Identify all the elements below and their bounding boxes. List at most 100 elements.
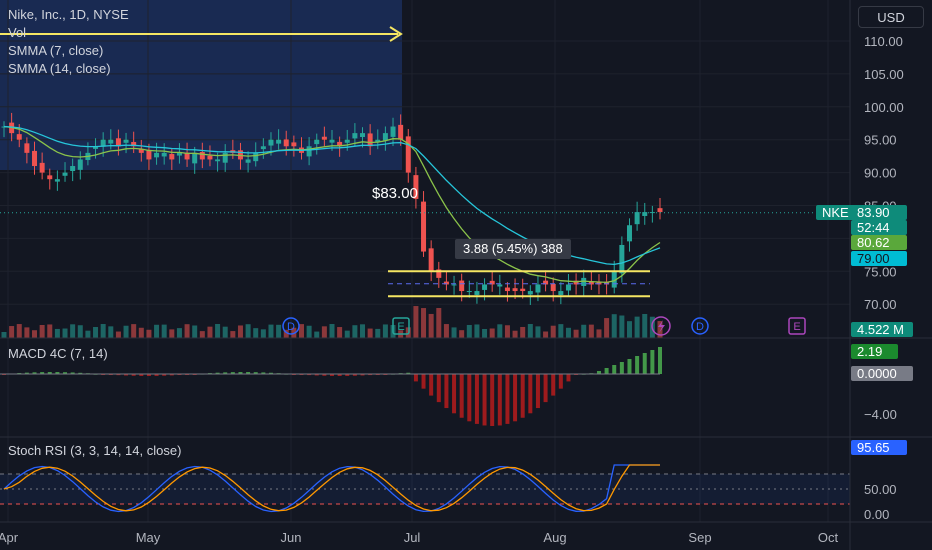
highlight-box xyxy=(0,0,402,170)
volume-bar xyxy=(237,325,243,338)
volume-bar xyxy=(169,329,175,338)
candle-body xyxy=(626,225,632,242)
volume-bar xyxy=(474,324,480,338)
macd-bar xyxy=(635,356,640,374)
candle-body xyxy=(32,150,38,167)
currency-button[interactable]: USD xyxy=(858,6,924,28)
candle-body xyxy=(192,152,198,164)
volume-bar xyxy=(154,324,160,338)
smma7-label[interactable]: SMMA (7, close) xyxy=(8,43,104,58)
volume-bar xyxy=(192,325,198,338)
stoch-d-line xyxy=(3,464,660,512)
stoch-label[interactable]: Stoch RSI (3, 3, 14, 14, close) xyxy=(8,443,182,458)
volume-bar xyxy=(93,327,99,338)
candle-body xyxy=(565,284,571,291)
candle-body xyxy=(520,288,526,292)
price-note: $83.00 xyxy=(372,185,418,202)
macd-bar xyxy=(24,372,29,374)
volume-bar xyxy=(85,330,91,338)
volume-bar xyxy=(253,328,259,338)
volume-bar xyxy=(657,321,663,338)
earnings-marker xyxy=(392,317,410,335)
volume-bar xyxy=(245,324,251,338)
candle-body xyxy=(115,138,121,147)
time-axis-label: Jun xyxy=(281,530,302,545)
candle-body xyxy=(199,152,205,160)
candle-body xyxy=(245,159,251,163)
candle-body xyxy=(253,152,259,162)
macd-bar xyxy=(642,353,647,374)
macd-bar xyxy=(177,374,182,376)
macd-bar xyxy=(368,374,373,376)
macd-bar xyxy=(558,374,563,389)
candle-body xyxy=(611,271,617,288)
volume-bar xyxy=(466,324,472,338)
smma14-label[interactable]: SMMA (14, close) xyxy=(8,61,111,76)
candle-body xyxy=(207,155,213,160)
volume-bar xyxy=(100,324,106,338)
volume-bar xyxy=(283,329,289,338)
candle-body xyxy=(535,284,541,293)
lightning-bolt-icon xyxy=(658,320,665,333)
macd-bar xyxy=(162,374,167,376)
volume-bar xyxy=(535,326,541,338)
candle-body xyxy=(573,280,579,285)
candle-body xyxy=(100,139,106,147)
event-marker-letter: D xyxy=(696,321,704,333)
volume-bar xyxy=(565,327,571,338)
macd-bar xyxy=(513,374,518,422)
stoch-tick-label: 0.00 xyxy=(864,507,889,522)
candle-body xyxy=(260,146,266,150)
candle-body xyxy=(39,162,45,173)
candle-body xyxy=(176,152,182,156)
volume-bar xyxy=(512,330,518,338)
volume-bar xyxy=(215,324,221,338)
candle-body xyxy=(596,282,602,285)
candle-body xyxy=(314,139,320,145)
symbol-tag[interactable]: NKE xyxy=(816,205,855,220)
drawings xyxy=(0,26,850,298)
symbol-title[interactable]: Nike, Inc., 1D, NYSE xyxy=(8,7,129,22)
candle-body xyxy=(382,133,388,141)
candle-body xyxy=(321,136,327,140)
volume-bar xyxy=(24,327,30,338)
macd-bar xyxy=(482,374,487,426)
volume-bar xyxy=(459,330,465,338)
candle-body xyxy=(459,280,465,292)
candle-body xyxy=(451,284,457,286)
macd-bar xyxy=(612,365,617,374)
time-axis-label: Jul xyxy=(404,530,421,545)
candle-body xyxy=(24,143,30,153)
volume-bar xyxy=(62,328,68,338)
macd-bar xyxy=(330,374,334,376)
macd-bar xyxy=(543,374,548,403)
macd-badge: 2.19 xyxy=(851,344,898,359)
candle-body xyxy=(337,141,343,147)
macd-bar xyxy=(528,374,533,414)
macd-bar xyxy=(627,359,632,374)
volume-bar xyxy=(367,328,373,338)
volume-badge: 4.522 M xyxy=(851,322,913,337)
candle-body xyxy=(352,133,358,139)
lightning-icon xyxy=(651,316,671,336)
legend: Nike, Inc., 1D, NYSE Vol SMMA (7, close)… xyxy=(8,6,129,78)
volume-bar xyxy=(1,332,7,338)
volume-bar xyxy=(199,331,205,338)
candle-body xyxy=(527,291,533,295)
candle-body xyxy=(489,280,495,285)
macd-bar xyxy=(535,374,540,409)
macd-bar xyxy=(551,374,556,396)
dividend-marker xyxy=(282,317,300,335)
macd-bar xyxy=(154,374,159,376)
time-axis-label: Aug xyxy=(543,530,566,545)
volume-bar xyxy=(520,326,526,338)
candle-body xyxy=(70,166,76,172)
volume-bar xyxy=(39,324,45,338)
macd-label[interactable]: MACD 4C (7, 14) xyxy=(8,346,108,361)
earnings-marker xyxy=(788,317,806,335)
macd-bar xyxy=(360,374,365,376)
candle-body xyxy=(54,179,60,182)
vol-label[interactable]: Vol xyxy=(8,25,27,40)
